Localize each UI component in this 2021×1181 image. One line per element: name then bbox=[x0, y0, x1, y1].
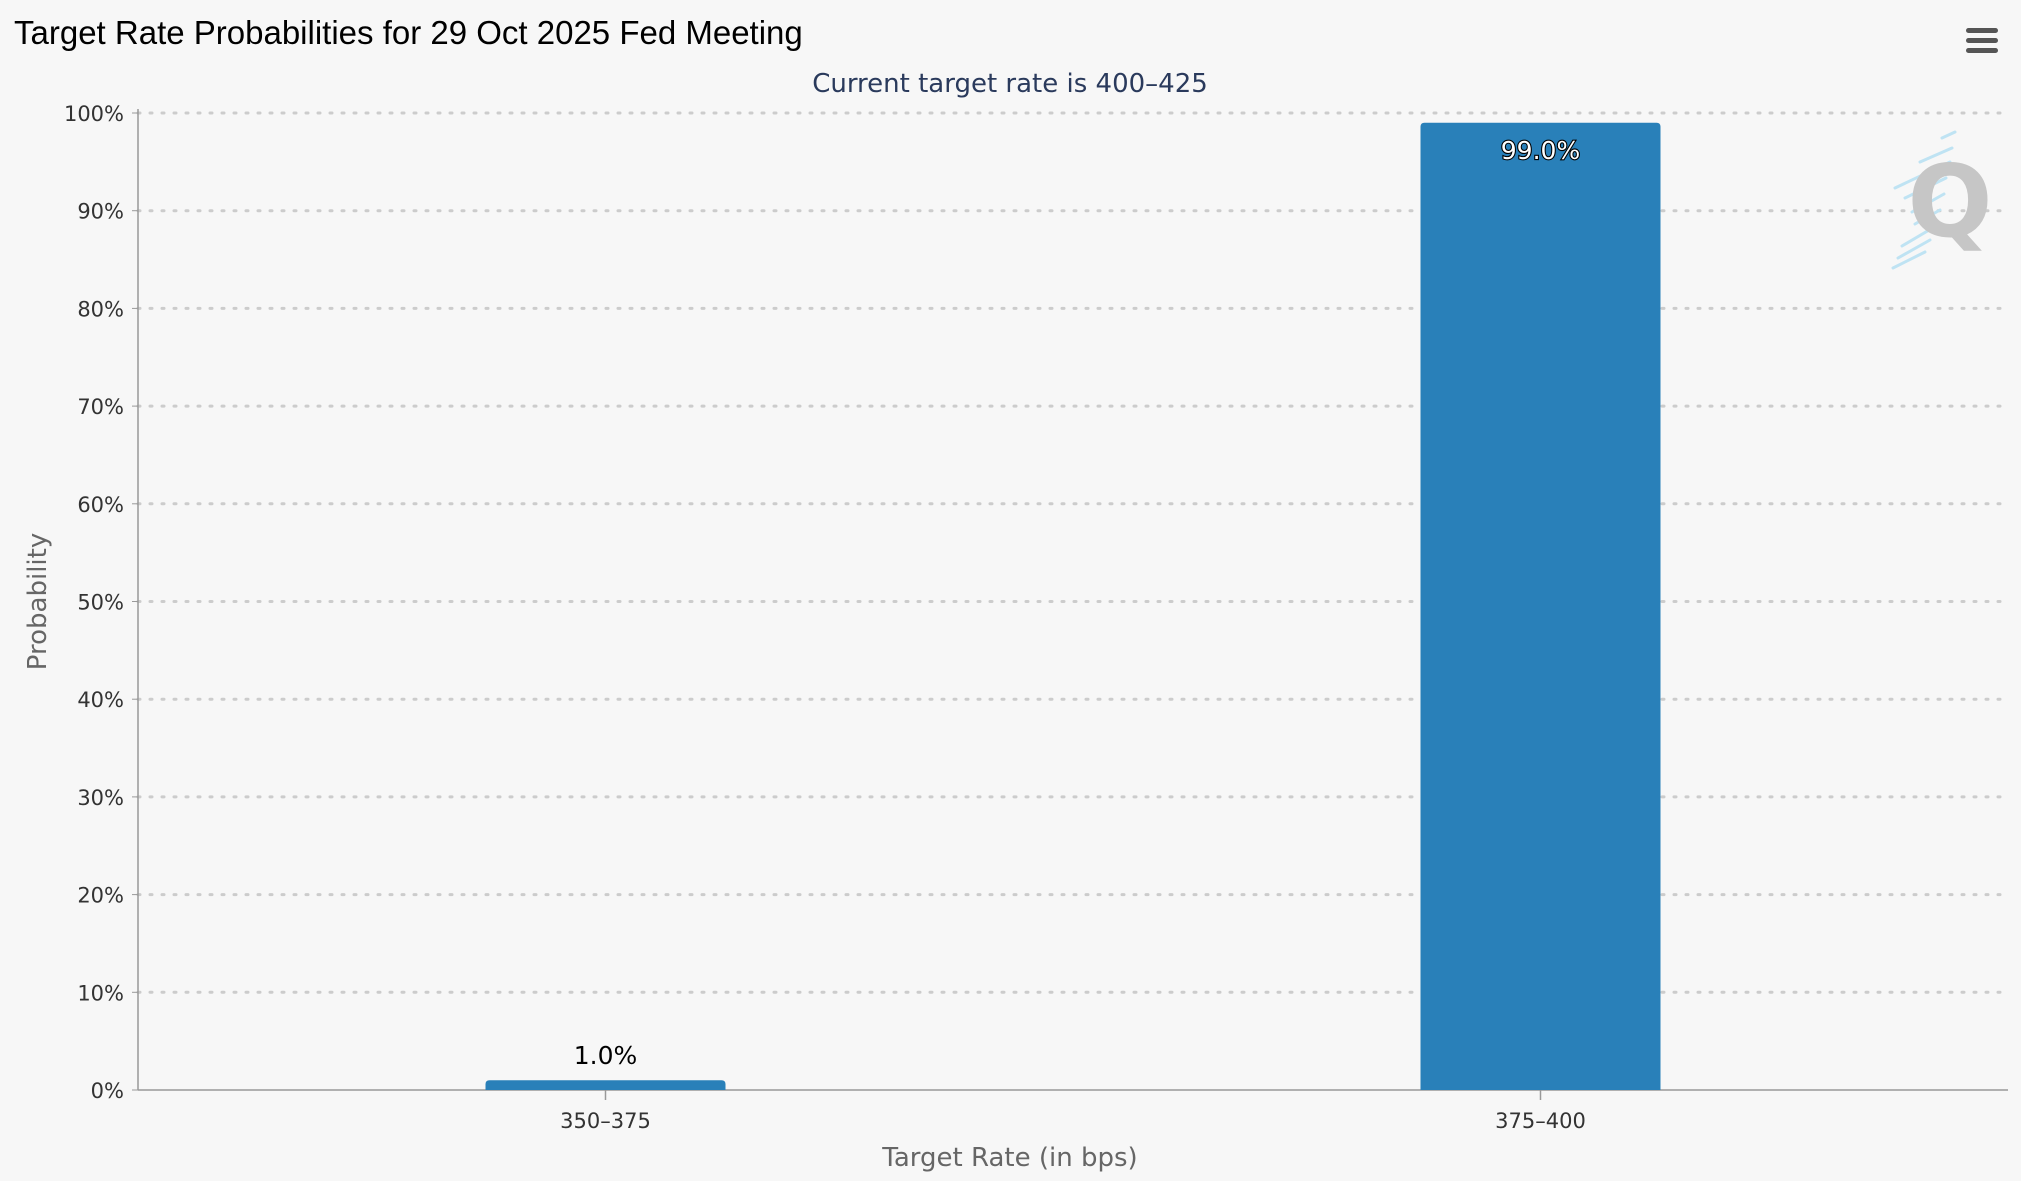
data-label: 99.0% bbox=[1501, 136, 1580, 165]
y-tick-label: 100% bbox=[64, 102, 124, 126]
chart-subtitle: Current target rate is 400–425 bbox=[812, 69, 1208, 99]
y-tick-label: 80% bbox=[77, 297, 124, 321]
bar bbox=[1420, 122, 1661, 1090]
y-tick-label: 50% bbox=[77, 591, 124, 615]
y-tick-label: 30% bbox=[77, 786, 124, 810]
y-tick-label: 90% bbox=[77, 200, 124, 224]
y-tick-label: 0% bbox=[91, 1079, 124, 1103]
x-tick-label: 375–400 bbox=[1495, 1109, 1586, 1133]
x-axis-title: Target Rate (in bps) bbox=[881, 1143, 1137, 1173]
y-tick-label: 60% bbox=[77, 493, 124, 517]
y-tick-label: 40% bbox=[77, 688, 124, 712]
chart-title: Target Rate Probabilities for 29 Oct 202… bbox=[14, 14, 803, 51]
y-axis-title: Probability bbox=[23, 533, 53, 670]
bars bbox=[485, 122, 1661, 1090]
data-label: 1.0% bbox=[574, 1041, 638, 1070]
labels: 0% 10% 20% 30% 40% 50% 60% 70% 80% 90% 100% 350–375… bbox=[23, 69, 1586, 1173]
hamburger-menu-icon[interactable] bbox=[1960, 24, 2004, 60]
grid-lines bbox=[136, 111, 2010, 994]
axes bbox=[132, 109, 2008, 1100]
bar bbox=[485, 1080, 726, 1090]
quikstrike-q-logo-icon: Q bbox=[1891, 130, 1993, 270]
menu-bar bbox=[1966, 48, 1998, 53]
menu-bar bbox=[1966, 38, 1998, 43]
y-tick-label: 70% bbox=[77, 395, 124, 419]
y-tick-label: 20% bbox=[77, 884, 124, 908]
x-tick-label: 350–375 bbox=[560, 1109, 651, 1133]
menu-bar bbox=[1966, 28, 1998, 33]
svg-text:Q: Q bbox=[1907, 143, 1992, 260]
y-tick-label: 10% bbox=[77, 981, 124, 1005]
